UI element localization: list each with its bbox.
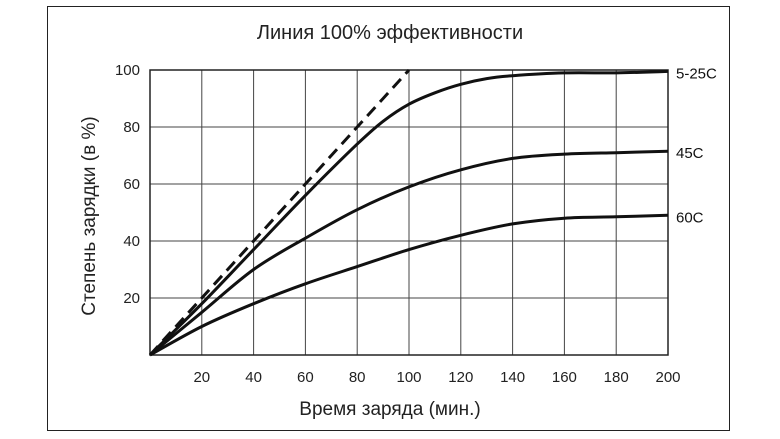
series-line-45c — [149, 149, 669, 357]
x-tick-label: 20 — [193, 369, 210, 386]
x-tick-label: 80 — [349, 369, 366, 386]
x-tick-label: 120 — [448, 369, 473, 386]
efficiency-reference-line — [148, 68, 411, 357]
series-line-5-25c — [148, 69, 669, 357]
y-tick-label: 80 — [123, 119, 140, 136]
series-label-5-25c: 5-25C — [676, 65, 717, 82]
x-tick-label: 140 — [500, 369, 525, 386]
series-line-60c — [149, 213, 669, 357]
y-axis-label: Степень зарядки (в %) — [79, 116, 100, 316]
x-tick-label: 200 — [655, 369, 680, 386]
y-tick-label: 60 — [123, 176, 140, 193]
x-tick-label: 160 — [552, 369, 577, 386]
y-tick-label: 100 — [115, 62, 140, 79]
y-tick-label: 20 — [123, 290, 140, 307]
x-tick-label: 100 — [396, 369, 421, 386]
series-label-45c: 45C — [676, 145, 704, 162]
x-tick-label: 60 — [297, 369, 314, 386]
chart-title: Линия 100% эффективности — [256, 22, 524, 44]
y-tick-label: 40 — [123, 233, 140, 250]
series-label-60c: 60C — [676, 209, 704, 226]
x-tick-label: 180 — [604, 369, 629, 386]
x-tick-label: 40 — [245, 369, 262, 386]
x-axis-label: Время заряда (мин.) — [299, 399, 481, 420]
